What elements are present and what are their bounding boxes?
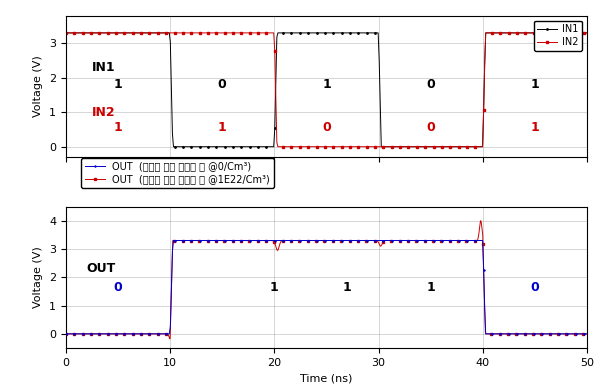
IN2 — [345, 144, 352, 149]
IN2 — [491, 30, 498, 35]
Y-axis label: Voltage (V): Voltage (V) — [34, 56, 44, 117]
IN1 — [374, 30, 381, 35]
IN2 — [583, 30, 591, 35]
Text: 1: 1 — [343, 281, 352, 294]
Text: 1: 1 — [114, 121, 122, 134]
OUT  (방사선 영향 모델링 전 @0/Cm³) — [374, 238, 381, 243]
Line: OUT  (방사선 영향 모델링 전 @0/Cm³): OUT (방사선 영향 모델링 전 @0/Cm³) — [65, 239, 588, 335]
Text: OUT: OUT — [87, 262, 116, 274]
Text: 0: 0 — [218, 78, 226, 91]
OUT  (방사선 영향 모델링 후 @1E22/Cm³) — [62, 332, 69, 336]
Text: 1: 1 — [218, 121, 226, 134]
OUT  (방사선 영향 모델링 후 @1E22/Cm³) — [89, 332, 96, 336]
Text: 1: 1 — [531, 121, 539, 134]
OUT  (방사선 영향 모델링 후 @1E22/Cm³) — [316, 238, 323, 243]
IN1 — [314, 30, 321, 35]
OUT  (방사선 영향 모델링 전 @0/Cm³) — [345, 238, 352, 243]
IN1 — [311, 30, 318, 35]
OUT  (방사선 영향 모델링 후 @1E22/Cm³) — [568, 332, 576, 336]
Text: 1: 1 — [322, 78, 331, 91]
Line: IN1: IN1 — [65, 32, 588, 148]
X-axis label: Time (ns): Time (ns) — [300, 373, 353, 383]
OUT  (방사선 영향 모델링 전 @0/Cm³) — [170, 238, 177, 243]
IN2 — [311, 144, 318, 149]
IN1 — [62, 30, 69, 35]
IN1 — [491, 30, 498, 35]
Text: 1: 1 — [426, 281, 435, 294]
Text: 0: 0 — [426, 78, 435, 91]
IN1 — [583, 30, 591, 35]
Text: 0: 0 — [322, 121, 331, 134]
OUT  (방사선 영향 모델링 전 @0/Cm³) — [491, 332, 498, 336]
IN2 — [314, 144, 321, 149]
IN1 — [170, 144, 177, 149]
Text: 0: 0 — [531, 281, 539, 294]
Text: IN1: IN1 — [92, 61, 116, 74]
Line: IN2: IN2 — [65, 32, 588, 148]
OUT  (방사선 영향 모델링 후 @1E22/Cm³) — [477, 219, 484, 223]
Text: 1: 1 — [270, 281, 279, 294]
Text: 0: 0 — [114, 281, 122, 294]
IN2 — [374, 144, 381, 149]
IN2 — [572, 30, 579, 35]
OUT  (방사선 영향 모델링 후 @1E22/Cm³) — [473, 238, 480, 243]
Text: 1: 1 — [114, 78, 122, 91]
OUT  (방사선 영향 모델링 전 @0/Cm³) — [314, 238, 321, 243]
IN1 — [345, 30, 352, 35]
Y-axis label: Voltage (V): Voltage (V) — [34, 246, 44, 308]
OUT  (방사선 영향 모델링 후 @1E22/Cm³) — [583, 332, 591, 336]
OUT  (방사선 영향 모델링 후 @1E22/Cm³) — [302, 238, 309, 243]
OUT  (방사선 영향 모델링 전 @0/Cm³) — [572, 332, 579, 336]
OUT  (방사선 영향 모델링 후 @1E22/Cm³) — [167, 337, 174, 341]
Text: IN2: IN2 — [92, 106, 116, 119]
OUT  (방사선 영향 모델링 전 @0/Cm³) — [62, 332, 69, 336]
IN2 — [274, 144, 282, 149]
OUT  (방사선 영향 모델링 전 @0/Cm³) — [583, 332, 591, 336]
Line: OUT  (방사선 영향 모델링 후 @1E22/Cm³): OUT (방사선 영향 모델링 후 @1E22/Cm³) — [65, 219, 588, 340]
OUT  (방사선 영향 모델링 후 @1E22/Cm³) — [569, 332, 576, 336]
Legend: OUT  (방사선 영향 모델링 전 @0/Cm³), OUT  (방사선 영향 모델링 후 @1E22/Cm³): OUT (방사선 영향 모델링 전 @0/Cm³), OUT (방사선 영향 모… — [81, 158, 274, 188]
Text: 0: 0 — [426, 121, 435, 134]
OUT  (방사선 영향 모델링 전 @0/Cm³) — [311, 238, 318, 243]
IN2 — [62, 30, 69, 35]
IN1 — [572, 30, 579, 35]
Text: 1: 1 — [531, 78, 539, 91]
Legend: IN1, IN2: IN1, IN2 — [534, 20, 582, 51]
